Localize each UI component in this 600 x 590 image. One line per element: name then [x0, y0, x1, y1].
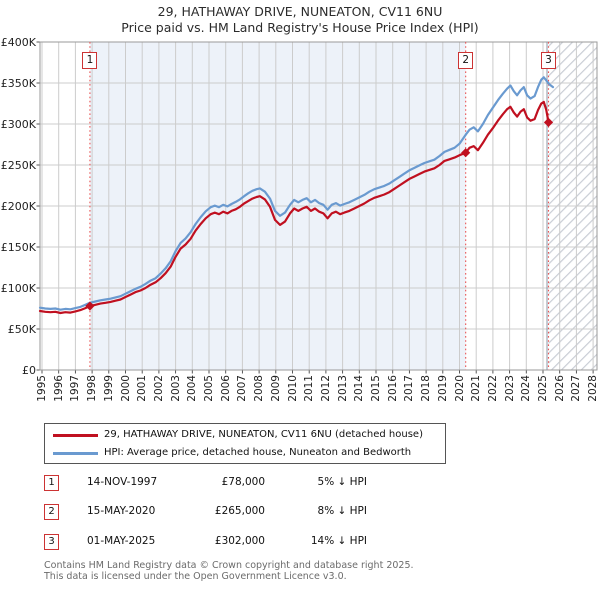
x-tick-label: 2013 [336, 375, 349, 402]
x-tick-label: 2025 [537, 375, 549, 402]
x-tick-label: 2007 [236, 375, 249, 402]
x-tick-label: 2008 [253, 375, 266, 402]
footer-line-1: Contains HM Land Registry data © Crown c… [44, 560, 414, 571]
x-tick-label: 2010 [286, 375, 299, 402]
x-tick-label: 1999 [102, 375, 115, 402]
table-row: 2 15-MAY-2020 £265,000 8% ↓ HPI [44, 504, 404, 521]
sale-marker-box: 3 [541, 52, 556, 69]
x-tick-label: 2002 [152, 375, 165, 402]
y-tick-label: £350K [0, 76, 36, 90]
legend-item: 29, HATHAWAY DRIVE, NUNEATON, CV11 6NU (… [45, 427, 445, 444]
page-subtitle: Price paid vs. HM Land Registry's House … [121, 20, 479, 35]
legend-line-swatch [53, 434, 98, 437]
row-delta: 14% ↓ HPI [310, 534, 367, 547]
x-tick-label: 1997 [69, 375, 82, 402]
page-title: 29, HATHAWAY DRIVE, NUNEATON, CV11 6NU [157, 4, 443, 19]
row-price: £78,000 [221, 476, 265, 488]
x-tick-label: 2022 [486, 375, 499, 402]
row-number-badge: 3 [44, 533, 59, 550]
y-tick-label: £150K [0, 240, 36, 254]
y-tick-label: £400K [0, 35, 36, 49]
x-tick-label: 2000 [119, 375, 132, 402]
table-row: 1 14-NOV-1997 £78,000 5% ↓ HPI [44, 475, 404, 492]
footer-line-2: This data is licensed under the Open Gov… [44, 571, 347, 582]
legend-label: 29, HATHAWAY DRIVE, NUNEATON, CV11 6NU (… [104, 429, 423, 440]
x-tick-label: 2027 [570, 375, 583, 402]
x-tick-label: 2014 [353, 375, 366, 402]
chart-svg [36, 41, 598, 374]
x-tick-label: 2018 [420, 375, 433, 402]
sale-marker-dot [85, 301, 95, 311]
sale-marker-dot [461, 148, 471, 158]
table-row: 3 01-MAY-2025 £302,000 14% ↓ HPI [44, 533, 404, 551]
y-tick-label: £200K [0, 199, 36, 213]
sale-marker-dot [543, 117, 554, 127]
series-line-hpi [38, 76, 555, 311]
x-tick-label: 2015 [370, 375, 382, 402]
y-tick-label: £300K [0, 117, 36, 131]
x-tick-label: 2017 [403, 375, 416, 402]
row-delta: 5% ↓ HPI [317, 476, 367, 488]
sale-marker-box: 2 [458, 52, 474, 69]
row-delta: 8% ↓ HPI [317, 505, 367, 518]
legend-item: HPI: Average price, detached house, Nune… [45, 445, 445, 462]
x-tick-label: 2012 [319, 375, 332, 402]
x-tick-label: 2011 [303, 375, 316, 402]
x-tick-label: 2001 [136, 375, 149, 402]
x-tick-label: 2024 [520, 375, 533, 402]
x-tick-label: 2023 [503, 375, 516, 402]
x-tick-label: 1998 [86, 375, 99, 402]
x-tick-label: 2028 [587, 375, 600, 402]
y-tick-label: £250K [0, 158, 36, 172]
x-tick-label: 2020 [453, 375, 466, 402]
x-tick-label: 2016 [386, 375, 399, 402]
x-tick-label: 1995 [36, 375, 48, 402]
y-tick-label: £100K [0, 281, 36, 295]
x-tick-label: 2003 [169, 375, 182, 402]
x-tick-label: 2026 [553, 375, 566, 402]
x-tick-label: 1996 [52, 375, 65, 402]
x-tick-label: 2006 [219, 375, 232, 402]
row-price: £302,000 [214, 534, 265, 547]
row-date: 14-NOV-1997 [87, 476, 158, 488]
sale-marker-box: 1 [82, 52, 98, 69]
series-line-price-paid [38, 100, 550, 315]
legend-box: 29, HATHAWAY DRIVE, NUNEATON, CV11 6NU (… [44, 423, 446, 464]
x-tick-label: 2005 [203, 375, 215, 402]
row-number-badge: 2 [44, 504, 59, 521]
row-date: 01-MAY-2025 [87, 534, 156, 547]
x-tick-label: 2004 [186, 375, 199, 402]
x-tick-label: 2021 [470, 375, 483, 402]
plot-border [39, 41, 598, 371]
y-tick-label: £0 [22, 363, 36, 377]
row-number-badge: 1 [44, 475, 59, 491]
legend-line-swatch [53, 452, 98, 455]
x-tick-label: 2009 [269, 375, 282, 402]
y-tick-label: £50K [7, 322, 36, 336]
x-tick-label: 2019 [436, 375, 449, 402]
legend-label: HPI: Average price, detached house, Nune… [104, 447, 412, 458]
row-price: £265,000 [214, 505, 265, 518]
row-date: 15-MAY-2020 [87, 505, 156, 518]
